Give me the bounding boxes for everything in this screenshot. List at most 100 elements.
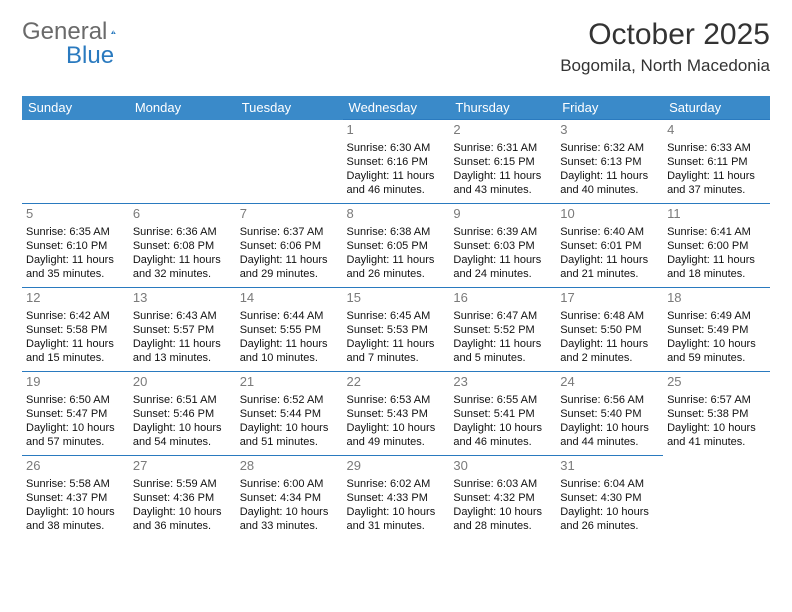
calendar-table: Sunday Monday Tuesday Wednesday Thursday… [22, 96, 770, 540]
calendar-day-cell: 27 Sunrise: 5:59 AMSunset: 4:36 PMDayligh… [129, 456, 236, 540]
calendar-week-row: 26 Sunrise: 5:58 AMSunset: 4:37 PMDayligh… [22, 456, 770, 540]
day-number: 18 [667, 290, 766, 307]
day-info: Sunrise: 6:36 AMSunset: 6:08 PMDaylight:… [133, 225, 232, 281]
calendar-day-cell [129, 120, 236, 204]
calendar-day-cell: 20 Sunrise: 6:51 AMSunset: 5:46 PMDayligh… [129, 372, 236, 456]
calendar-day-cell: 30Sunrise: 6:03 AMSunset: 4:32 PMDayligh… [449, 456, 556, 540]
day-number: 13 [133, 290, 232, 307]
day-info: Sunrise: 5:58 AMSunset: 4:37 PMDaylight:… [26, 477, 125, 533]
day-number: 10 [560, 206, 659, 223]
calendar-day-cell: 7 Sunrise: 6:37 AMSunset: 6:06 PMDaylight… [236, 204, 343, 288]
day-number: 22 [347, 374, 446, 391]
calendar-day-cell [22, 120, 129, 204]
calendar-day-cell: 10 Sunrise: 6:40 AMSunset: 6:01 PMDayligh… [556, 204, 663, 288]
day-number: 26 [26, 458, 125, 475]
day-info: Sunrise: 6:30 AMSunset: 6:16 PMDaylight:… [347, 141, 446, 197]
day-number: 6 [133, 206, 232, 223]
calendar-day-cell: 25Sunrise: 6:57 AMSunset: 5:38 PMDayligh… [663, 372, 770, 456]
day-info: Sunrise: 6:33 AMSunset: 6:11 PMDaylight:… [667, 141, 766, 197]
day-info: Sunrise: 6:53 AMSunset: 5:43 PMDaylight:… [347, 393, 446, 449]
calendar-day-cell: 16 Sunrise: 6:47 AMSunset: 5:52 PMDayligh… [449, 288, 556, 372]
day-info: Sunrise: 6:50 AMSunset: 5:47 PMDaylight:… [26, 393, 125, 449]
day-number: 19 [26, 374, 125, 391]
calendar-day-cell [663, 456, 770, 540]
calendar-day-cell: 31 Sunrise: 6:04 AMSunset: 4:30 PMDayligh… [556, 456, 663, 540]
calendar-week-row: 5 Sunrise: 6:35 AMSunset: 6:10 PMDaylight… [22, 204, 770, 288]
day-info: Sunrise: 6:00 AMSunset: 4:34 PMDaylight:… [240, 477, 339, 533]
calendar-day-cell: 12Sunrise: 6:42 AMSunset: 5:58 PMDayligh… [22, 288, 129, 372]
calendar-day-cell: 19 Sunrise: 6:50 AMSunset: 5:47 PMDayligh… [22, 372, 129, 456]
day-number: 7 [240, 206, 339, 223]
calendar-day-cell: 17Sunrise: 6:48 AMSunset: 5:50 PMDayligh… [556, 288, 663, 372]
weekday-header: Friday [556, 96, 663, 120]
weekday-header-row: Sunday Monday Tuesday Wednesday Thursday… [22, 96, 770, 120]
calendar-day-cell: 28 Sunrise: 6:00 AMSunset: 4:34 PMDayligh… [236, 456, 343, 540]
day-number: 15 [347, 290, 446, 307]
day-number: 16 [453, 290, 552, 307]
day-info: Sunrise: 6:32 AMSunset: 6:13 PMDaylight:… [560, 141, 659, 197]
calendar-day-cell: 1Sunrise: 6:30 AMSunset: 6:16 PMDaylight… [343, 120, 450, 204]
calendar-day-cell: 14Sunrise: 6:44 AMSunset: 5:55 PMDayligh… [236, 288, 343, 372]
day-info: Sunrise: 6:35 AMSunset: 6:10 PMDaylight:… [26, 225, 125, 281]
calendar-day-cell: 5 Sunrise: 6:35 AMSunset: 6:10 PMDaylight… [22, 204, 129, 288]
day-number: 27 [133, 458, 232, 475]
calendar-day-cell: 9Sunrise: 6:39 AMSunset: 6:03 PMDaylight… [449, 204, 556, 288]
calendar-week-row: 19 Sunrise: 6:50 AMSunset: 5:47 PMDayligh… [22, 372, 770, 456]
calendar-day-cell: 6 Sunrise: 6:36 AMSunset: 6:08 PMDaylight… [129, 204, 236, 288]
day-number: 11 [667, 206, 766, 223]
calendar-day-cell: 13 Sunrise: 6:43 AMSunset: 5:57 PMDayligh… [129, 288, 236, 372]
day-number: 20 [133, 374, 232, 391]
calendar-day-cell: 15 Sunrise: 6:45 AMSunset: 5:53 PMDayligh… [343, 288, 450, 372]
calendar-day-cell: 22 Sunrise: 6:53 AMSunset: 5:43 PMDayligh… [343, 372, 450, 456]
day-info: Sunrise: 6:57 AMSunset: 5:38 PMDaylight:… [667, 393, 766, 449]
day-number: 4 [667, 122, 766, 139]
day-info: Sunrise: 6:40 AMSunset: 6:01 PMDaylight:… [560, 225, 659, 281]
day-number: 21 [240, 374, 339, 391]
day-info: Sunrise: 6:41 AMSunset: 6:00 PMDaylight:… [667, 225, 766, 281]
day-info: Sunrise: 6:04 AMSunset: 4:30 PMDaylight:… [560, 477, 659, 533]
day-number: 2 [453, 122, 552, 139]
day-info: Sunrise: 6:37 AMSunset: 6:06 PMDaylight:… [240, 225, 339, 281]
day-info: Sunrise: 6:02 AMSunset: 4:33 PMDaylight:… [347, 477, 446, 533]
day-number: 29 [347, 458, 446, 475]
calendar-week-row: 12Sunrise: 6:42 AMSunset: 5:58 PMDayligh… [22, 288, 770, 372]
day-info: Sunrise: 6:03 AMSunset: 4:32 PMDaylight:… [453, 477, 552, 533]
calendar-day-cell: 21 Sunrise: 6:52 AMSunset: 5:44 PMDayligh… [236, 372, 343, 456]
calendar-day-cell [236, 120, 343, 204]
day-info: Sunrise: 6:31 AMSunset: 6:15 PMDaylight:… [453, 141, 552, 197]
logo-sail-icon [111, 21, 116, 43]
day-info: Sunrise: 6:52 AMSunset: 5:44 PMDaylight:… [240, 393, 339, 449]
day-info: Sunrise: 6:38 AMSunset: 6:05 PMDaylight:… [347, 225, 446, 281]
day-number: 23 [453, 374, 552, 391]
day-info: Sunrise: 6:55 AMSunset: 5:41 PMDaylight:… [453, 393, 552, 449]
day-info: Sunrise: 6:51 AMSunset: 5:46 PMDaylight:… [133, 393, 232, 449]
day-info: Sunrise: 6:39 AMSunset: 6:03 PMDaylight:… [453, 225, 552, 281]
day-info: Sunrise: 6:56 AMSunset: 5:40 PMDaylight:… [560, 393, 659, 449]
weekday-header: Thursday [449, 96, 556, 120]
weekday-header: Monday [129, 96, 236, 120]
calendar-day-cell: 29 Sunrise: 6:02 AMSunset: 4:33 PMDayligh… [343, 456, 450, 540]
day-number: 3 [560, 122, 659, 139]
weekday-header: Sunday [22, 96, 129, 120]
day-number: 17 [560, 290, 659, 307]
calendar-day-cell: 23 Sunrise: 6:55 AMSunset: 5:41 PMDayligh… [449, 372, 556, 456]
day-number: 24 [560, 374, 659, 391]
day-info: Sunrise: 6:44 AMSunset: 5:55 PMDaylight:… [240, 309, 339, 365]
day-number: 5 [26, 206, 125, 223]
weekday-header: Saturday [663, 96, 770, 120]
weekday-header: Wednesday [343, 96, 450, 120]
day-number: 8 [347, 206, 446, 223]
day-info: Sunrise: 6:45 AMSunset: 5:53 PMDaylight:… [347, 309, 446, 365]
day-info: Sunrise: 6:47 AMSunset: 5:52 PMDaylight:… [453, 309, 552, 365]
day-number: 28 [240, 458, 339, 475]
day-info: Sunrise: 5:59 AMSunset: 4:36 PMDaylight:… [133, 477, 232, 533]
calendar-week-row: 1Sunrise: 6:30 AMSunset: 6:16 PMDaylight… [22, 120, 770, 204]
logo-text-blue: Blue [66, 42, 114, 69]
day-info: Sunrise: 6:49 AMSunset: 5:49 PMDaylight:… [667, 309, 766, 365]
calendar-day-cell: 18 Sunrise: 6:49 AMSunset: 5:49 PMDayligh… [663, 288, 770, 372]
day-info: Sunrise: 6:42 AMSunset: 5:58 PMDaylight:… [26, 309, 125, 365]
day-info: Sunrise: 6:43 AMSunset: 5:57 PMDaylight:… [133, 309, 232, 365]
weekday-header: Tuesday [236, 96, 343, 120]
day-number: 31 [560, 458, 659, 475]
calendar-day-cell: 4 Sunrise: 6:33 AMSunset: 6:11 PMDaylight… [663, 120, 770, 204]
